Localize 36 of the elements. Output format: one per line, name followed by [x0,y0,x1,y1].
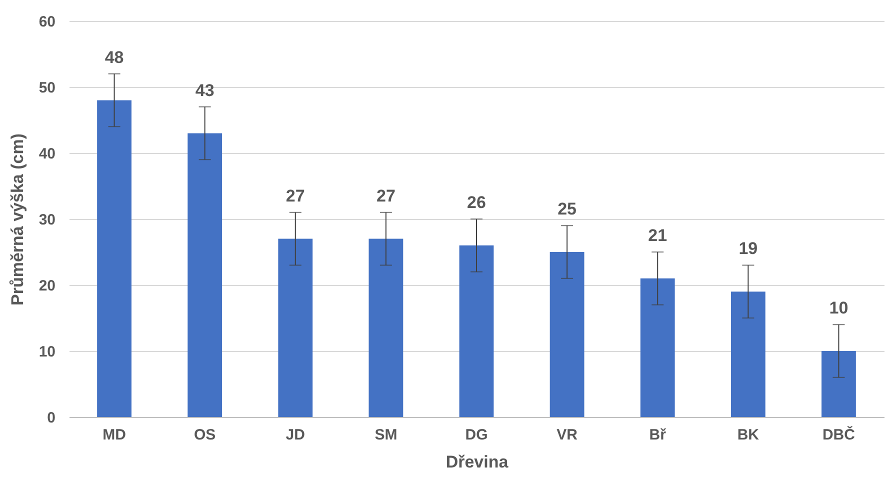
y-tick-label: 40 [38,146,56,162]
x-tick-label: OS [194,426,216,444]
x-tick-label: SM [374,426,398,444]
bar [640,278,675,417]
data-label: 43 [195,80,214,100]
y-tick-label: 20 [38,278,56,294]
x-tick-label: DG [465,426,488,444]
bar [730,292,766,417]
bar [822,351,856,417]
bar [97,100,132,417]
bar [459,245,494,417]
x-tick-label: BK [737,426,760,444]
bar [550,252,584,417]
data-label: 48 [104,48,124,67]
y-tick-label: 50 [38,80,56,96]
x-tick-label: VR [556,426,578,444]
data-label: 19 [738,239,758,258]
bar [188,133,222,417]
y-tick-label: 10 [38,344,56,360]
data-label: 21 [648,226,668,245]
y-tick-label: 60 [38,14,56,30]
x-tick-label: DBČ [822,426,856,444]
data-label: 10 [829,298,848,318]
y-axis-title: Průměrná výška (cm) [8,134,27,306]
data-label: 25 [558,200,577,219]
x-tick-label: JD [286,426,306,444]
data-label: 26 [467,193,486,212]
bar [368,238,404,417]
x-tick-label: Bř [649,426,666,444]
data-label: 27 [376,186,396,206]
bar [278,238,313,417]
x-axis-title: Dřevina [446,452,509,472]
y-tick-label: 30 [38,212,56,228]
x-tick-label: MD [102,426,126,444]
y-tick-label: 0 [47,410,56,426]
data-label: 27 [286,186,305,206]
